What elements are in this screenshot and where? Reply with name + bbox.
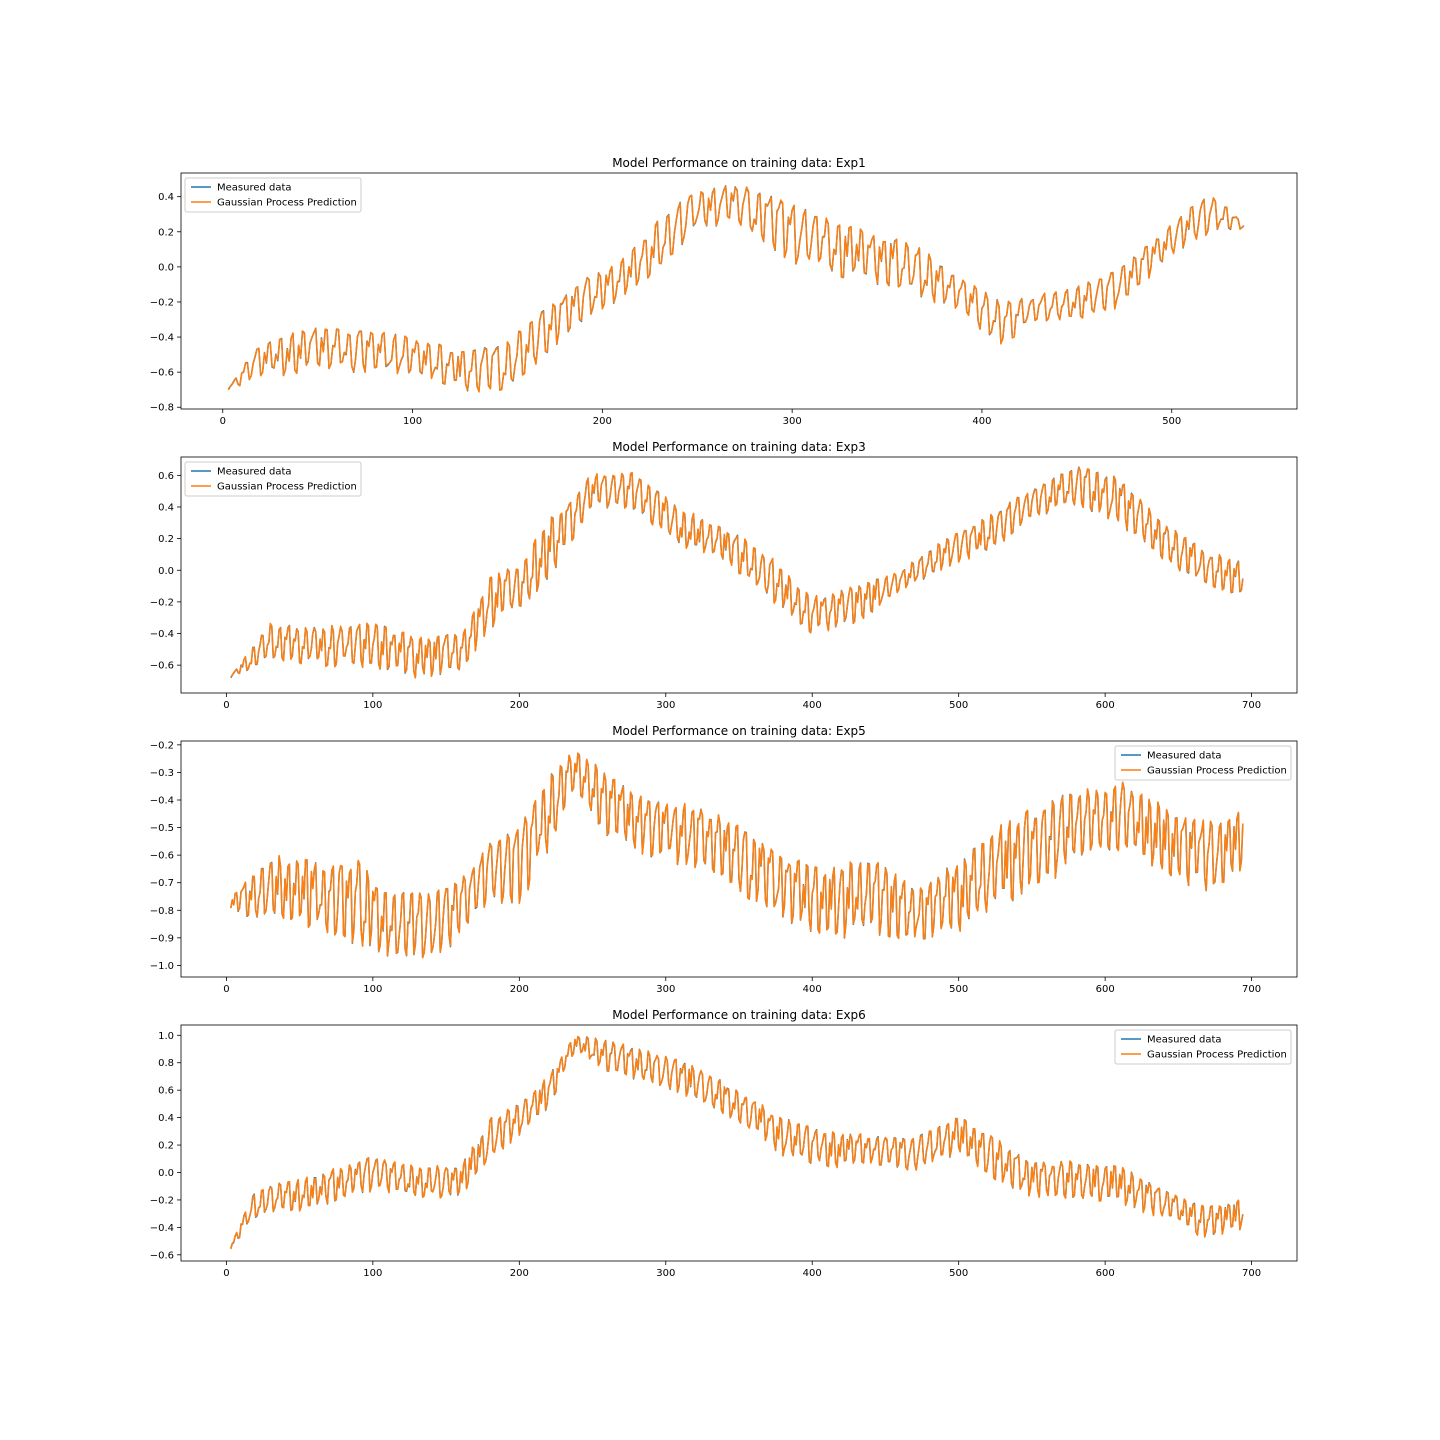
legend-box — [1114, 1029, 1292, 1065]
y-tick-label: −0.7 — [150, 878, 174, 889]
legend-entry-label: Gaussian Process Prediction — [1147, 766, 1287, 777]
y-tick-label: 0.0 — [158, 1168, 174, 1179]
chart-title: Model Performance on training data: Exp3 — [612, 440, 866, 454]
x-tick-label: 100 — [363, 1268, 382, 1279]
chart-title: Model Performance on training data: Exp5 — [612, 724, 866, 738]
y-tick-label: 0.4 — [158, 502, 174, 513]
series-line-prediction — [230, 467, 1244, 679]
x-tick-label: 200 — [510, 1268, 529, 1279]
y-tick-label: −0.6 — [150, 661, 174, 672]
y-tick-label: 0.2 — [158, 227, 174, 238]
x-tick-label: 100 — [363, 700, 382, 711]
axes-frame — [180, 172, 1298, 410]
chart-panel-exp1: Model Performance on training data: Exp1… — [150, 156, 1298, 427]
axes-frame — [180, 1024, 1298, 1262]
y-tick-label: −0.6 — [150, 1250, 174, 1261]
x-tick-label: 400 — [803, 1268, 822, 1279]
chart-title: Model Performance on training data: Exp6 — [612, 1008, 866, 1022]
y-tick-label: 0.6 — [158, 471, 174, 482]
x-tick-label: 300 — [656, 984, 675, 995]
chart-panel-exp3: Model Performance on training data: Exp3… — [150, 440, 1298, 711]
chart-panel-exp5: Model Performance on training data: Exp5… — [150, 724, 1298, 995]
legend-entry-label: Gaussian Process Prediction — [217, 198, 357, 209]
legend: Measured data Gaussian Process Prediction — [184, 177, 362, 213]
y-tick-label: −0.2 — [150, 1195, 174, 1206]
y-tick-label: 0.4 — [158, 192, 174, 203]
x-tick-label: 500 — [949, 1268, 968, 1279]
x-tick-label: 100 — [363, 984, 382, 995]
x-tick-label: 400 — [972, 416, 991, 427]
legend-box — [1114, 745, 1292, 781]
x-tick-label: 600 — [1096, 700, 1115, 711]
series-line-prediction — [230, 752, 1244, 959]
legend-entry-label: Gaussian Process Prediction — [1147, 1050, 1287, 1061]
y-tick-label: 0.8 — [158, 1058, 174, 1069]
y-tick-label: 0.2 — [158, 534, 174, 545]
x-tick-label: 500 — [949, 984, 968, 995]
series-line-prediction — [230, 1035, 1244, 1250]
x-tick-label: 200 — [593, 416, 612, 427]
x-tick-label: 500 — [1162, 416, 1181, 427]
x-tick-label: 400 — [803, 700, 822, 711]
y-tick-label: 0.6 — [158, 1086, 174, 1097]
y-tick-label: −0.9 — [150, 933, 174, 944]
legend-box — [184, 461, 362, 497]
legend-entry-label: Measured data — [1147, 1035, 1222, 1046]
y-tick-label: −0.2 — [150, 597, 174, 608]
y-tick-label: 0.0 — [158, 262, 174, 273]
x-tick-label: 600 — [1096, 984, 1115, 995]
x-tick-label: 300 — [656, 700, 675, 711]
plot-area — [181, 457, 1297, 693]
axes-frame — [180, 456, 1298, 694]
axes-frame — [180, 740, 1298, 978]
x-tick-label: 500 — [949, 700, 968, 711]
y-tick-label: 0.0 — [158, 566, 174, 577]
x-tick-label: 700 — [1242, 700, 1261, 711]
legend-entry-label: Gaussian Process Prediction — [217, 482, 357, 493]
x-tick-label: 0 — [223, 1268, 229, 1279]
y-tick-label: −0.6 — [150, 368, 174, 379]
x-tick-label: 100 — [403, 416, 422, 427]
y-tick-label: −0.4 — [150, 1223, 174, 1234]
y-tick-label: 0.4 — [158, 1113, 174, 1124]
plot-area — [181, 1025, 1297, 1261]
y-tick-label: −0.4 — [150, 629, 174, 640]
y-tick-label: −0.4 — [150, 796, 174, 807]
y-tick-label: −0.2 — [150, 740, 174, 751]
x-tick-label: 300 — [783, 416, 802, 427]
legend-entry-label: Measured data — [217, 183, 292, 194]
y-tick-label: −0.4 — [150, 333, 174, 344]
x-tick-label: 200 — [510, 984, 529, 995]
y-tick-label: −0.5 — [150, 823, 174, 834]
y-tick-label: −0.3 — [150, 768, 174, 779]
x-tick-label: 0 — [220, 416, 226, 427]
x-tick-label: 700 — [1242, 1268, 1261, 1279]
x-tick-label: 300 — [656, 1268, 675, 1279]
y-tick-label: 0.2 — [158, 1141, 174, 1152]
legend: Measured data Gaussian Process Prediction — [184, 461, 362, 497]
y-tick-label: −0.6 — [150, 851, 174, 862]
legend: Measured data Gaussian Process Prediction — [1114, 745, 1292, 781]
legend-entry-label: Measured data — [1147, 751, 1222, 762]
series-line-prediction — [227, 185, 1245, 393]
chart-panel-exp6: Model Performance on training data: Exp6… — [150, 1008, 1298, 1279]
y-tick-label: −0.2 — [150, 297, 174, 308]
x-tick-label: 700 — [1242, 984, 1261, 995]
y-tick-label: 1.0 — [158, 1031, 174, 1042]
x-tick-label: 200 — [510, 700, 529, 711]
legend: Measured data Gaussian Process Prediction — [1114, 1029, 1292, 1065]
x-tick-label: 0 — [223, 700, 229, 711]
y-tick-label: −0.8 — [150, 403, 174, 414]
legend-entry-label: Measured data — [217, 467, 292, 478]
x-tick-label: 400 — [803, 984, 822, 995]
x-tick-label: 600 — [1096, 1268, 1115, 1279]
y-tick-label: −1.0 — [150, 961, 174, 972]
x-tick-label: 0 — [223, 984, 229, 995]
chart-title: Model Performance on training data: Exp1 — [612, 156, 866, 170]
legend-box — [184, 177, 362, 213]
y-tick-label: −0.8 — [150, 906, 174, 917]
